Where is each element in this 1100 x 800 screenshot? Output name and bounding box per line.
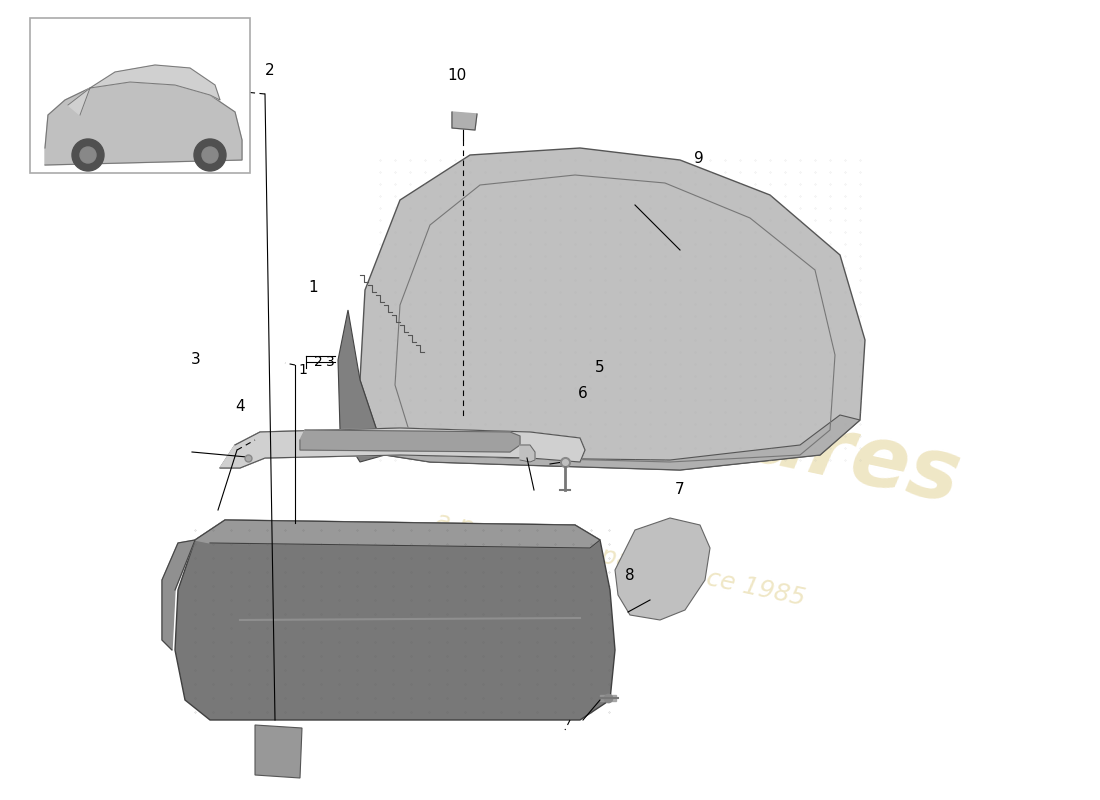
Text: 5: 5 — [595, 361, 604, 375]
Polygon shape — [162, 540, 195, 650]
Text: a passion for parts since 1985: a passion for parts since 1985 — [432, 509, 807, 611]
Text: 9: 9 — [694, 151, 703, 166]
Polygon shape — [220, 428, 585, 468]
Text: 3: 3 — [191, 353, 200, 367]
Polygon shape — [338, 310, 385, 462]
Polygon shape — [615, 518, 710, 620]
Text: 6: 6 — [579, 386, 587, 401]
Circle shape — [80, 147, 96, 163]
Text: euroPares: euroPares — [472, 338, 968, 522]
Polygon shape — [220, 428, 585, 468]
Text: 8: 8 — [626, 569, 635, 583]
Polygon shape — [520, 445, 535, 462]
Polygon shape — [195, 520, 600, 548]
Polygon shape — [300, 430, 520, 452]
Polygon shape — [255, 725, 302, 778]
Circle shape — [72, 139, 104, 171]
Polygon shape — [45, 82, 242, 165]
Polygon shape — [385, 415, 860, 470]
Text: 1: 1 — [309, 281, 318, 295]
Circle shape — [194, 139, 226, 171]
Text: 3: 3 — [326, 355, 334, 369]
Polygon shape — [68, 65, 220, 115]
Text: 2: 2 — [265, 63, 274, 78]
Text: 1: 1 — [298, 363, 307, 377]
Polygon shape — [360, 148, 865, 470]
FancyBboxPatch shape — [30, 18, 250, 173]
Text: 4: 4 — [235, 399, 244, 414]
Text: 2: 2 — [314, 355, 322, 369]
Text: 7: 7 — [675, 482, 684, 497]
Polygon shape — [452, 112, 477, 130]
Text: 10: 10 — [447, 69, 466, 83]
Polygon shape — [175, 520, 615, 720]
Circle shape — [202, 147, 218, 163]
